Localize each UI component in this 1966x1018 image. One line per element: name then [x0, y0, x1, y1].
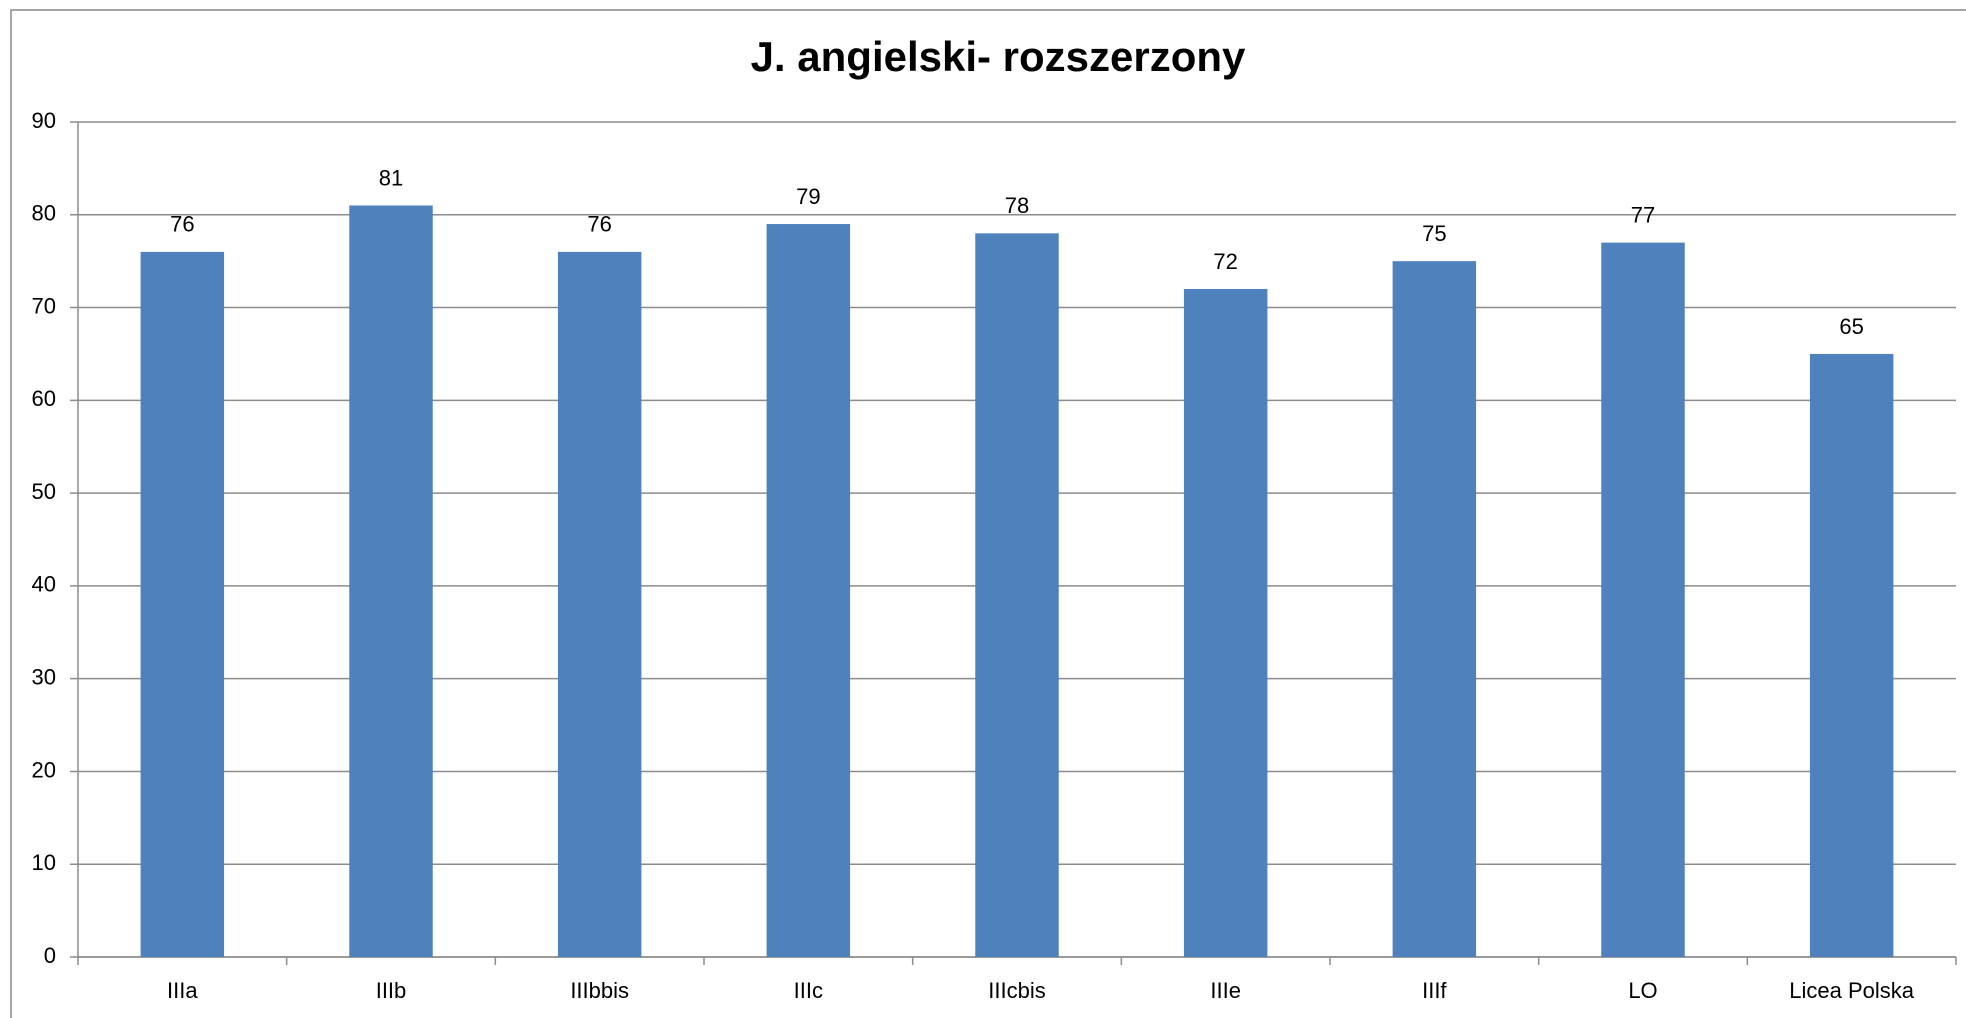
x-tick-label: Licea Polska	[1789, 978, 1915, 1003]
bar	[1392, 261, 1477, 958]
data-label: 78	[1005, 193, 1029, 218]
bar	[140, 251, 225, 957]
data-label: 76	[587, 212, 611, 237]
chart-title: J. angielski- rozszerzony	[751, 33, 1246, 80]
x-tick-label: IIIc	[794, 978, 823, 1003]
y-tick-label: 70	[32, 293, 56, 318]
y-tick-label: 10	[32, 850, 56, 875]
y-tick-label: 40	[32, 572, 56, 597]
x-tick-label: IIIe	[1210, 978, 1241, 1003]
x-tick-label: IIIa	[167, 978, 198, 1003]
x-tick-label: IIIbbis	[570, 978, 629, 1003]
data-label: 72	[1213, 249, 1237, 274]
y-tick-label: 0	[44, 943, 56, 968]
x-tick-label: LO	[1628, 978, 1657, 1003]
bar	[1809, 353, 1894, 957]
data-label: 76	[170, 212, 194, 237]
data-label: 75	[1422, 221, 1446, 246]
data-label: 81	[379, 165, 403, 190]
bar	[557, 251, 642, 957]
y-tick-label: 30	[32, 664, 56, 689]
x-tick-label: IIIf	[1422, 978, 1447, 1003]
x-tick-label: IIIcbis	[988, 978, 1045, 1003]
bar	[1601, 242, 1685, 958]
y-tick-label: 80	[32, 201, 56, 226]
y-tick-label: 60	[32, 386, 56, 411]
bar	[975, 233, 1059, 958]
bar	[766, 224, 851, 958]
y-tick-label: 20	[32, 757, 56, 782]
data-label: 79	[796, 184, 820, 209]
y-tick-label: 50	[32, 479, 56, 504]
x-tick-label: IIIb	[376, 978, 407, 1003]
data-label: 65	[1839, 314, 1863, 339]
data-label: 77	[1631, 202, 1655, 227]
bar	[349, 205, 433, 957]
y-tick-label: 90	[32, 108, 56, 133]
bar	[1183, 289, 1268, 957]
